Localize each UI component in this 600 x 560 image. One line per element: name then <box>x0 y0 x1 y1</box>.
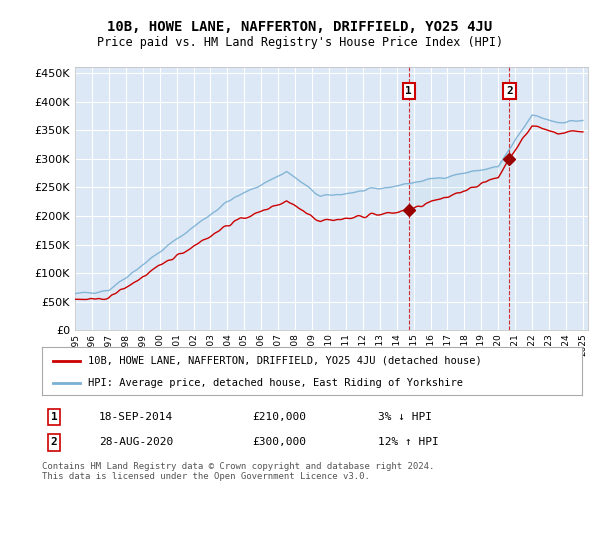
Text: Price paid vs. HM Land Registry's House Price Index (HPI): Price paid vs. HM Land Registry's House … <box>97 36 503 49</box>
Text: 2: 2 <box>506 86 513 96</box>
Text: 18-SEP-2014: 18-SEP-2014 <box>99 412 173 422</box>
Text: 2: 2 <box>50 437 58 447</box>
Text: Contains HM Land Registry data © Crown copyright and database right 2024.
This d: Contains HM Land Registry data © Crown c… <box>42 462 434 482</box>
Text: 28-AUG-2020: 28-AUG-2020 <box>99 437 173 447</box>
Text: £300,000: £300,000 <box>252 437 306 447</box>
Text: 3% ↓ HPI: 3% ↓ HPI <box>378 412 432 422</box>
Text: HPI: Average price, detached house, East Riding of Yorkshire: HPI: Average price, detached house, East… <box>88 378 463 388</box>
Text: 12% ↑ HPI: 12% ↑ HPI <box>378 437 439 447</box>
Text: 10B, HOWE LANE, NAFFERTON, DRIFFIELD, YO25 4JU: 10B, HOWE LANE, NAFFERTON, DRIFFIELD, YO… <box>107 20 493 34</box>
Text: £210,000: £210,000 <box>252 412 306 422</box>
Text: 1: 1 <box>50 412 58 422</box>
Text: 10B, HOWE LANE, NAFFERTON, DRIFFIELD, YO25 4JU (detached house): 10B, HOWE LANE, NAFFERTON, DRIFFIELD, YO… <box>88 356 482 366</box>
Text: 1: 1 <box>406 86 412 96</box>
